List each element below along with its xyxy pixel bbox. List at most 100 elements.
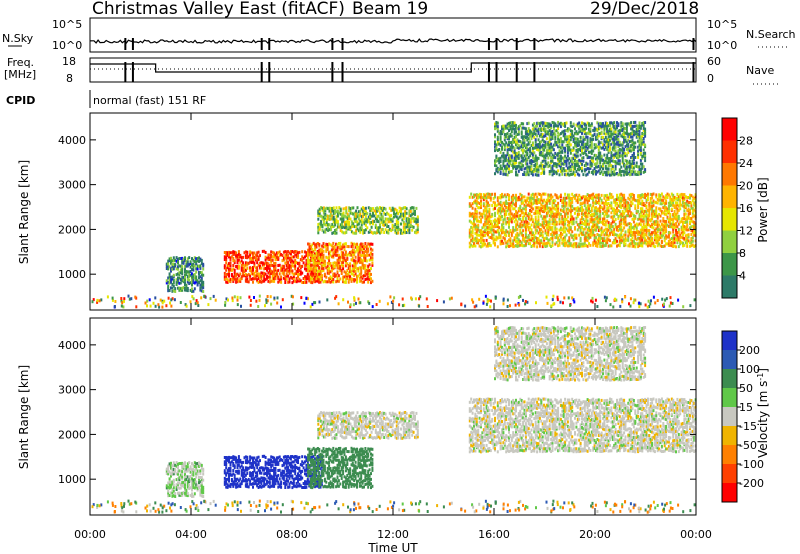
- power-echo-cell: [621, 135, 624, 139]
- power-echo-cell: [292, 255, 295, 259]
- power-echo-cell: [611, 220, 614, 224]
- power-echo-cell: [311, 243, 314, 247]
- power-echo-cell: [512, 201, 515, 205]
- power-echo-cell: [315, 264, 318, 268]
- power-echo-cell: [531, 146, 534, 150]
- power-echo-cell: [623, 215, 626, 219]
- power-echo-cell: [474, 193, 477, 197]
- power-echo-cell: [480, 231, 482, 235]
- power-echo-cell: [616, 206, 618, 210]
- power-echo-cell: [502, 172, 505, 176]
- power-echo-cell: [537, 168, 540, 172]
- power-echo-cell: [600, 198, 603, 202]
- power-echo-cell: [602, 146, 604, 150]
- power-echo-cell: [393, 224, 395, 228]
- power-echo-cell: [683, 205, 686, 208]
- power-echo-cell: [228, 279, 230, 283]
- power-echo-cell: [693, 196, 696, 200]
- power-echo-cell: [524, 127, 527, 131]
- power-echo-cell: [611, 166, 614, 170]
- power-echo-cell: [308, 267, 311, 271]
- power-echo-cell: [519, 165, 522, 169]
- power-echo-cell: [558, 164, 561, 168]
- power-echo-cell: [235, 265, 238, 268]
- power-echo-cell: [595, 241, 597, 245]
- power-echo-cell: [630, 132, 633, 136]
- power-echo-cell: [387, 231, 390, 235]
- power-echo-cell: [551, 159, 554, 163]
- power-echo-cell: [506, 132, 509, 136]
- power-echo-cell: [308, 242, 311, 246]
- power-echo-cell: [603, 223, 606, 227]
- power-echo-cell: [660, 192, 663, 196]
- power-echo-cell: [595, 244, 597, 248]
- power-echo-cell: [498, 148, 501, 151]
- power-echo-cell: [610, 193, 613, 197]
- power-echo-cell: [686, 228, 689, 232]
- power-echo-cell: [503, 126, 506, 130]
- power-echo-cell: [641, 233, 644, 237]
- power-echo-cell: [686, 244, 689, 248]
- power-echo-cell: [590, 156, 593, 160]
- power-echo-cell: [482, 211, 485, 215]
- power-echo-cell: [357, 229, 360, 233]
- power-echo-cell: [411, 212, 414, 216]
- power-echo-cell: [386, 223, 388, 227]
- power-echo-cell: [590, 209, 593, 213]
- power-echo-cell: [662, 223, 665, 227]
- power-echo-cell: [337, 261, 340, 265]
- power-echo-cell: [474, 199, 477, 203]
- power-echo-cell: [562, 210, 565, 214]
- power-echo-cell: [616, 154, 618, 158]
- power-echo-cell: [575, 199, 578, 203]
- freq-left-tick-top: 18: [62, 55, 76, 68]
- power-echo-cell: [603, 194, 606, 198]
- power-echo-cell: [687, 214, 690, 218]
- power-echo-cell: [416, 217, 419, 221]
- power-echo-cell: [529, 169, 532, 173]
- power-echo-cell: [597, 215, 600, 219]
- power-echo-cell: [244, 250, 247, 254]
- power-echo-cell: [363, 258, 365, 262]
- power-echo-cell: [503, 201, 506, 205]
- power-echo-cell: [592, 134, 595, 138]
- power-echo-cell: [551, 214, 554, 218]
- power-echo-cell: [537, 145, 540, 149]
- power-echo-cell: [631, 161, 634, 165]
- power-echo-cell: [641, 195, 644, 199]
- power-echo-cell: [625, 153, 628, 157]
- power-echo-cell: [407, 222, 409, 226]
- power-echo-cell: [537, 127, 540, 131]
- power-echo-cell: [230, 273, 233, 276]
- power-echo-cell: [564, 202, 567, 205]
- power-echo-cell: [548, 238, 551, 242]
- power-echo-cell: [355, 229, 358, 233]
- power-echo-cell: [676, 234, 679, 238]
- power-echo-cell: [576, 228, 579, 232]
- power-echo-cell: [635, 124, 638, 128]
- power-echo-cell: [638, 233, 641, 236]
- power-echo-cell: [551, 167, 554, 171]
- power-echo-cell: [621, 235, 624, 239]
- power-echo-cell: [676, 209, 679, 213]
- power-echo-cell: [324, 215, 327, 218]
- power-echo-cell: [294, 279, 297, 283]
- power-echo-cell: [282, 276, 285, 280]
- power-echo-cell: [684, 241, 687, 245]
- power-echo-cell: [529, 198, 532, 202]
- power-echo-cell: [548, 218, 551, 222]
- power-echo-cell: [609, 124, 611, 128]
- power-echo-cell: [369, 215, 372, 219]
- power-echo-cell: [665, 220, 668, 223]
- power-echo-cell: [644, 214, 647, 218]
- power-echo-cell: [635, 173, 638, 176]
- power-echo-cell: [527, 137, 530, 141]
- power-echo-cell: [618, 241, 621, 245]
- power-echo-cell: [380, 212, 383, 216]
- power-echo-cell: [655, 227, 658, 231]
- power-echo-cell: [524, 199, 527, 203]
- power-echo-cell: [616, 201, 618, 205]
- power-echo-cell: [595, 209, 597, 213]
- power-echo-cell: [545, 214, 548, 218]
- power-echo-cell: [552, 143, 555, 147]
